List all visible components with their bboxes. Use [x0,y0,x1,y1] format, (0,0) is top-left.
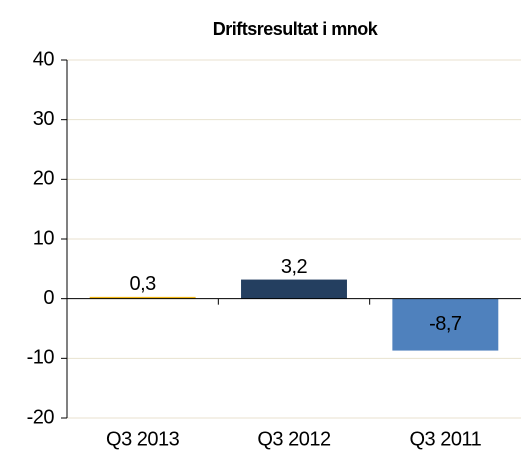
bar [89,296,196,299]
x-tick-label: Q3 2013 [106,428,180,450]
x-tick-label: Q3 2012 [257,428,331,450]
y-tick-label: 30 [33,108,55,130]
bar [241,279,347,299]
y-tick-label: 10 [33,227,55,249]
y-tick-label: -20 [27,406,55,428]
y-tick-label: 20 [33,168,55,190]
value-label: 3,2 [281,256,308,278]
y-tick-label: 0 [43,287,54,309]
y-tick-label: -10 [27,347,55,369]
bar [392,298,499,351]
value-label: 0,3 [130,273,157,295]
y-tick-label: 40 [33,48,55,70]
value-label: -8,7 [429,313,462,335]
chart-title: Driftsresultat i mnok [213,19,379,39]
x-tick-label: Q3 2011 [409,428,481,450]
